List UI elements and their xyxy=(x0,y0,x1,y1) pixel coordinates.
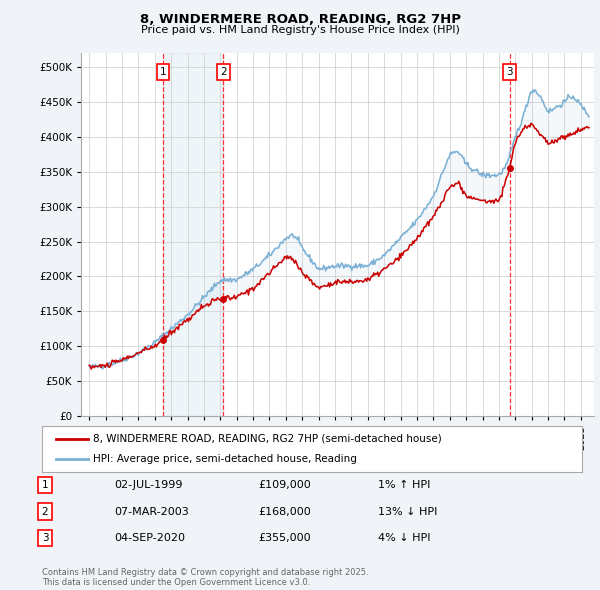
Text: 1% ↑ HPI: 1% ↑ HPI xyxy=(378,480,430,490)
Text: 04-SEP-2020: 04-SEP-2020 xyxy=(114,533,185,543)
Text: Price paid vs. HM Land Registry's House Price Index (HPI): Price paid vs. HM Land Registry's House … xyxy=(140,25,460,35)
Text: 8, WINDERMERE ROAD, READING, RG2 7HP (semi-detached house): 8, WINDERMERE ROAD, READING, RG2 7HP (se… xyxy=(94,434,442,444)
Text: £355,000: £355,000 xyxy=(258,533,311,543)
Text: 4% ↓ HPI: 4% ↓ HPI xyxy=(378,533,431,543)
Text: Contains HM Land Registry data © Crown copyright and database right 2025.
This d: Contains HM Land Registry data © Crown c… xyxy=(42,568,368,587)
Text: £109,000: £109,000 xyxy=(258,480,311,490)
Point xyxy=(158,335,168,345)
Text: £168,000: £168,000 xyxy=(258,507,311,516)
Text: 07-MAR-2003: 07-MAR-2003 xyxy=(114,507,189,516)
Text: 2: 2 xyxy=(41,507,49,516)
Text: 3: 3 xyxy=(41,533,49,543)
Point xyxy=(218,294,228,303)
Text: 02-JUL-1999: 02-JUL-1999 xyxy=(114,480,182,490)
Text: 1: 1 xyxy=(41,480,49,490)
Text: 3: 3 xyxy=(506,67,513,77)
Text: 2: 2 xyxy=(220,67,227,77)
Text: 8, WINDERMERE ROAD, READING, RG2 7HP: 8, WINDERMERE ROAD, READING, RG2 7HP xyxy=(139,13,461,26)
Text: 1: 1 xyxy=(160,67,166,77)
Point xyxy=(505,163,515,173)
Text: HPI: Average price, semi-detached house, Reading: HPI: Average price, semi-detached house,… xyxy=(94,454,357,464)
Bar xyxy=(163,53,223,416)
Text: 13% ↓ HPI: 13% ↓ HPI xyxy=(378,507,437,516)
